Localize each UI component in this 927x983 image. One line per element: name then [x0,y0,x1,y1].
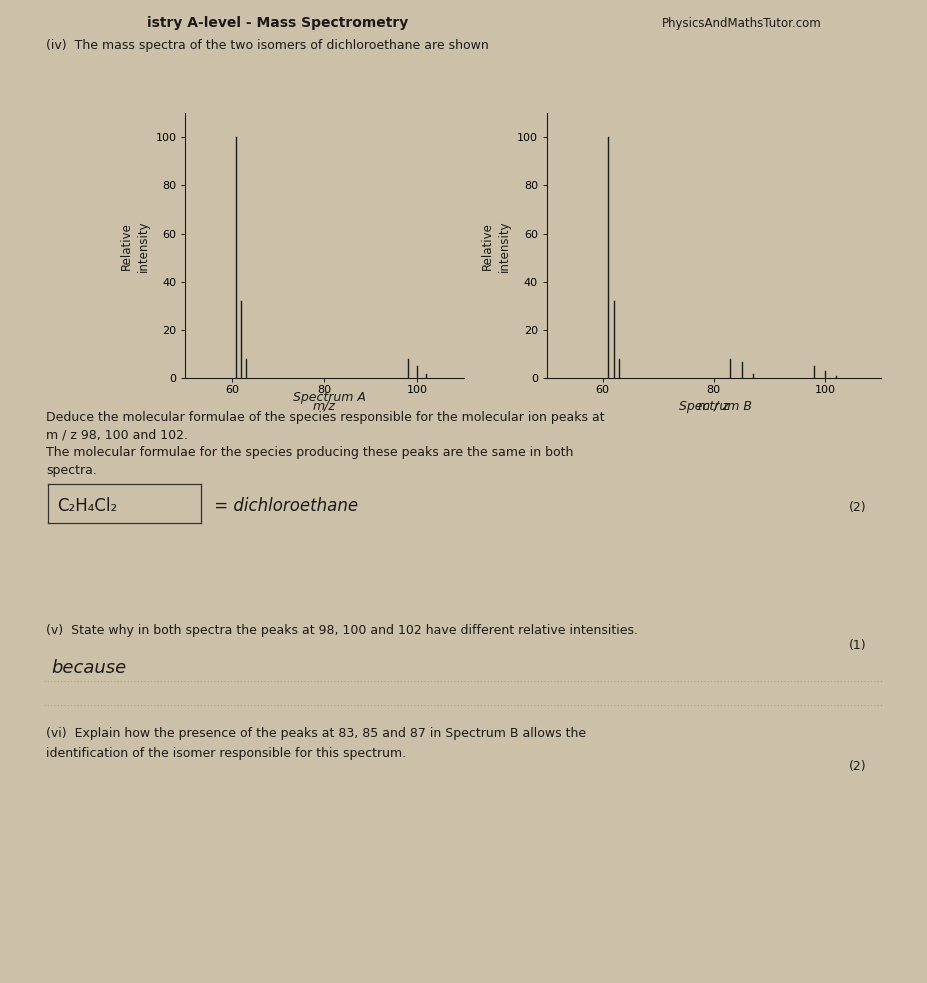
Text: istry A-level - Mass Spectrometry: istry A-level - Mass Spectrometry [147,16,409,29]
Text: The molecular formulae for the species producing these peaks are the same in bot: The molecular formulae for the species p… [46,446,574,459]
Text: spectra.: spectra. [46,464,97,477]
Text: (2): (2) [849,760,867,773]
Text: (vi)  Explain how the presence of the peaks at 83, 85 and 87 in Spectrum B allow: (vi) Explain how the presence of the pea… [46,727,587,740]
Y-axis label: Relative
intensity: Relative intensity [120,220,150,271]
Text: PhysicsAndMathsTutor.com: PhysicsAndMathsTutor.com [662,17,821,29]
Text: Spectrum B: Spectrum B [679,400,752,413]
Text: m / z 98, 100 and 102.: m / z 98, 100 and 102. [46,429,188,441]
Text: (1): (1) [849,639,867,652]
Text: Spectrum A: Spectrum A [293,391,365,404]
X-axis label: m/z: m/z [313,399,336,413]
Text: Deduce the molecular formulae of the species responsible for the molecular ion p: Deduce the molecular formulae of the spe… [46,411,605,424]
X-axis label: m / z: m / z [698,399,730,413]
Text: (2): (2) [849,501,867,514]
Text: C₂H₄Cl₂: C₂H₄Cl₂ [57,497,118,515]
Text: because: because [51,660,126,677]
Text: (iv)  The mass spectra of the two isomers of dichloroethane are shown: (iv) The mass spectra of the two isomers… [46,39,489,52]
Text: identification of the isomer responsible for this spectrum.: identification of the isomer responsible… [46,747,406,760]
Text: = dichloroethane: = dichloroethane [209,497,358,515]
Y-axis label: Relative
intensity: Relative intensity [481,220,512,271]
Text: (v)  State why in both spectra the peaks at 98, 100 and 102 have different relat: (v) State why in both spectra the peaks … [46,624,639,637]
